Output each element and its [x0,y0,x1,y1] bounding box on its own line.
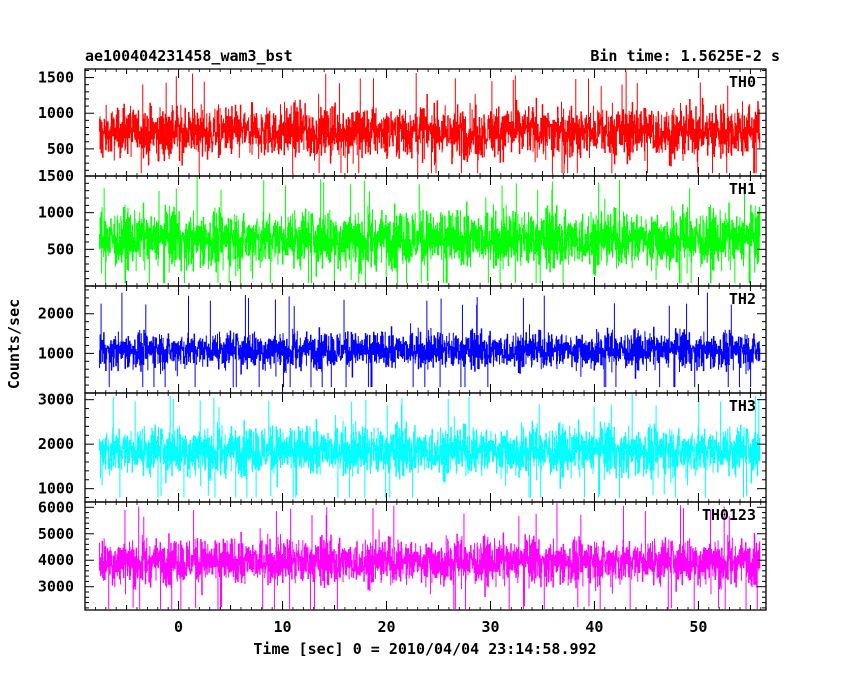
panel-label-th0: TH0 [729,73,756,91]
panel-label-th1: TH1 [729,180,756,198]
y-tick-label: 1500 [38,167,74,185]
panel-label-th2: TH2 [729,290,756,308]
y-tick-label: 1000 [38,344,74,362]
y-tick-label: 5000 [38,525,74,543]
chart-title: ae100404231458_wam3_bst [85,47,293,65]
x-tick-label: 50 [689,618,707,636]
x-tick-label: 20 [377,618,395,636]
series-line-th0123 [99,503,761,609]
y-tick-label: 500 [47,140,74,158]
panel-frame-th0123 [84,501,767,611]
y-tick-label: 4000 [38,551,74,569]
y-tick-label: 1000 [38,104,74,122]
y-axis-label: Counts/sec [5,299,23,389]
panel-label-th0123: TH0123 [702,506,756,524]
y-tick-label: 2000 [38,305,74,323]
series-line-th3 [99,394,761,498]
y-tick-label: 1000 [38,204,74,222]
y-tick-label: 2000 [38,435,74,453]
y-tick-label: 3000 [38,391,74,409]
x-tick-label: 40 [585,618,603,636]
series-line-th0 [99,71,761,174]
y-tick-label: 1000 [38,480,74,498]
y-tick-label: 500 [47,240,74,258]
series-line-th1 [99,177,761,284]
series-line-th2 [99,292,761,388]
x-axis-label: Time [sec] 0 = 2010/04/04 23:14:58.992 [253,640,596,658]
y-tick-label: 6000 [38,498,74,516]
y-tick-label: 1500 [38,69,74,87]
chart-subtitle: Bin time: 1.5625E-2 s [590,47,780,65]
panel-label-th3: TH3 [729,397,756,415]
x-tick-label: 0 [174,618,183,636]
x-tick-label: 10 [274,618,292,636]
y-tick-label: 3000 [38,578,74,596]
x-tick-label: 30 [481,618,499,636]
